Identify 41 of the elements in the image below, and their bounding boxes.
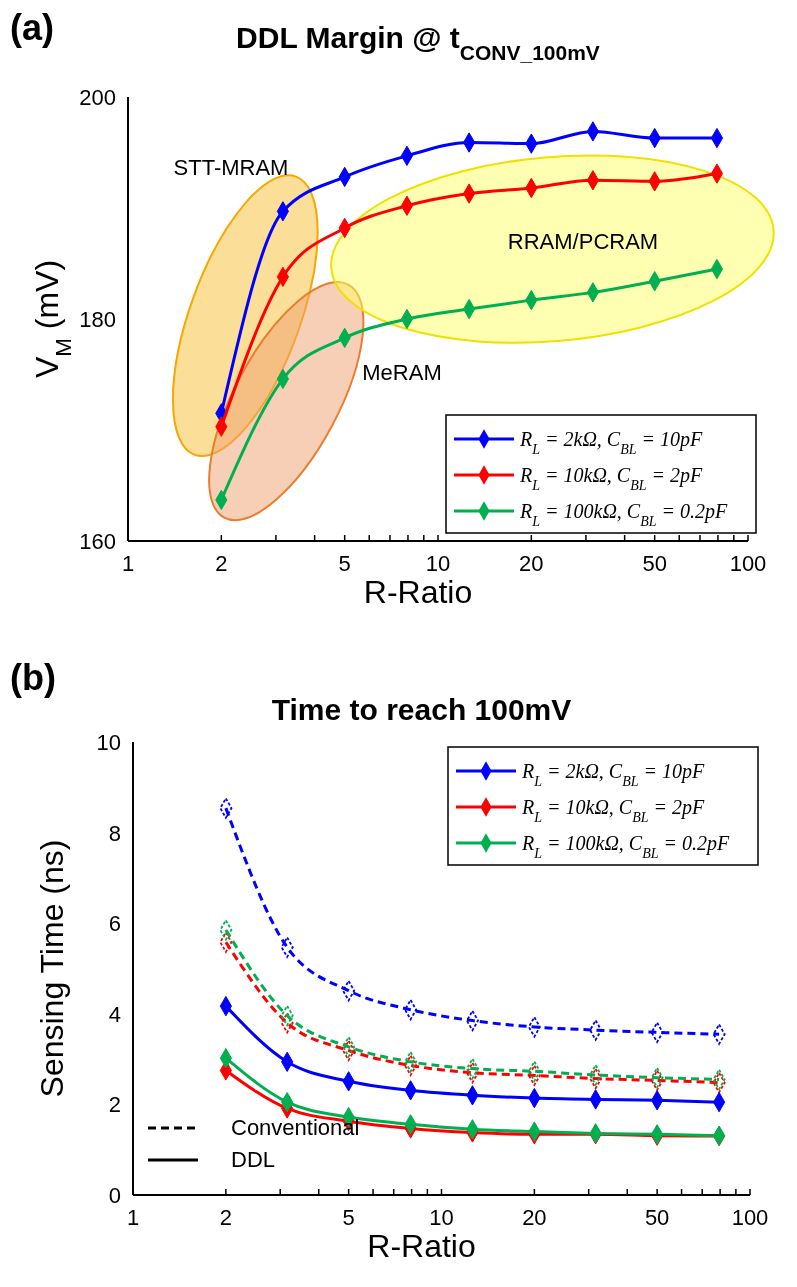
x-tick-label: 20 (522, 1205, 547, 1230)
y-tick-label: 180 (79, 307, 116, 332)
legend-label: R$_{L}$ = 100kΩ, C$_{BL}$ = 0.2pF (519, 500, 729, 529)
y-tick-label: 200 (79, 85, 116, 110)
text: (b) (10, 657, 56, 698)
y-tick-label: 4 (108, 1001, 121, 1027)
x-tick-label: 100 (731, 1205, 769, 1230)
legend-label: R$_{L}$ = 100kΩ, C$_{BL}$ = 0.2pF (521, 832, 731, 861)
x-tick-label: 10 (425, 551, 451, 576)
x-tick-label: 1 (121, 551, 135, 576)
x-tick-label: 100 (729, 551, 767, 576)
x-tick-label: 5 (338, 551, 351, 576)
legend-label: R$_{L}$ = 10kΩ, C$_{BL}$ = 2pF (521, 796, 706, 825)
y-axis-title: Sensing Time (ns) (34, 839, 70, 1098)
chart-title: Time to reach 100mV (271, 693, 572, 726)
y-tick-label: 160 (79, 529, 116, 554)
y-tick-label: 8 (108, 820, 121, 846)
x-tick-label: 50 (642, 551, 667, 576)
x-axis-title: R-Ratio (363, 574, 473, 610)
text: (a) (10, 7, 54, 48)
legend-label: R$_{L}$ = 2kΩ, C$_{BL}$ = 10pF (519, 428, 704, 457)
x-tick-label: 20 (519, 551, 544, 576)
y-tick-label: 10 (96, 730, 121, 755)
x-tick-label: 2 (219, 1205, 232, 1230)
x-tick-label: 1 (126, 1205, 140, 1230)
annotation: Conventional (231, 1115, 360, 1140)
legend-label: R$_{L}$ = 10kΩ, C$_{BL}$ = 2pF (519, 464, 704, 493)
annotation: DDL (231, 1147, 276, 1172)
y-tick-label: 6 (108, 911, 121, 937)
x-tick-label: 5 (342, 1205, 355, 1230)
annotation: MeRAM (362, 360, 442, 385)
y-tick-label: 0 (108, 1183, 121, 1208)
x-tick-label: 10 (429, 1205, 454, 1230)
y-tick-label: 2 (108, 1092, 121, 1118)
chart-title: DDL Margin @ t$_{CONV_100mV}$ (236, 21, 600, 64)
x-axis-title: R-Ratio (367, 1228, 476, 1264)
legend-label: R$_{L}$ = 2kΩ, C$_{BL}$ = 10pF (521, 760, 706, 789)
x-tick-label: 50 (644, 1205, 670, 1230)
annotation: STT-MRAM (173, 155, 289, 180)
x-tick-label: 2 (215, 551, 228, 576)
annotation: RRAM/PCRAM (507, 229, 659, 254)
